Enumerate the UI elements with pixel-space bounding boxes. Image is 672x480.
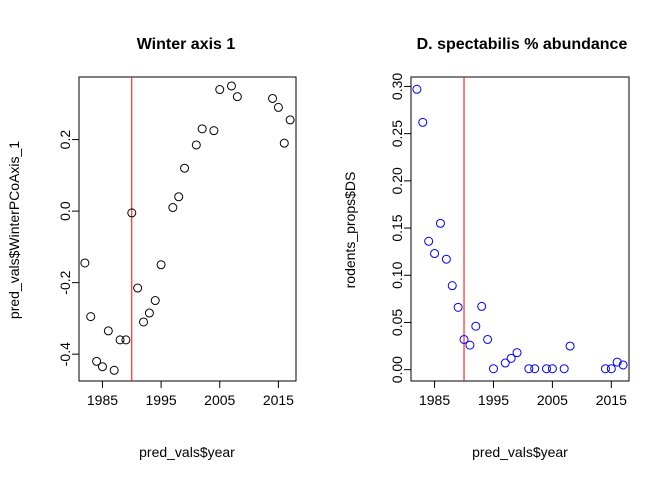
- x-tick-label: 2005: [204, 392, 235, 408]
- data-point: [618, 360, 628, 370]
- data-point: [215, 85, 225, 95]
- data-point: [483, 334, 493, 344]
- data-point: [226, 81, 236, 91]
- data-point: [86, 312, 96, 322]
- x-tick-label: 1995: [478, 392, 509, 408]
- data-point: [488, 364, 498, 374]
- data-point: [459, 334, 469, 344]
- data-point: [180, 163, 190, 173]
- plot-frame: [78, 76, 297, 382]
- y-tick-label: 0.2: [57, 130, 73, 150]
- y-tick-label: -0.4: [57, 342, 73, 366]
- data-point: [547, 364, 557, 374]
- data-point: [465, 340, 475, 350]
- marks-group: 1985 1995 2005 2015 0.00 0.05 0.10 0.15 0.20 0.25…: [389, 73, 628, 408]
- y-axis-label: rodents_props$DS: [342, 172, 358, 289]
- y-tick-label: 0.15: [389, 214, 405, 241]
- data-point: [512, 348, 522, 358]
- data-point: [285, 115, 295, 125]
- data-point: [441, 254, 451, 264]
- data-point: [612, 357, 622, 367]
- x-tick-label: 1985: [87, 392, 118, 408]
- data-point: [139, 317, 149, 327]
- data-point: [209, 126, 219, 136]
- data-point: [524, 364, 534, 374]
- data-point: [103, 326, 113, 336]
- y-tick-label: 0.0: [57, 201, 73, 221]
- data-point: [559, 364, 569, 374]
- y-tick-label: 0.05: [389, 309, 405, 336]
- data-point: [144, 308, 154, 318]
- y-tick-label: 0.25: [389, 120, 405, 147]
- data-point: [92, 356, 102, 366]
- x-axis-label: pred_vals$year: [139, 444, 235, 460]
- data-point: [150, 296, 160, 306]
- data-point: [471, 321, 481, 331]
- data-point: [430, 249, 440, 259]
- data-point: [606, 364, 616, 374]
- data-point: [424, 236, 434, 246]
- chart-title: Winter axis 1: [137, 36, 236, 53]
- y-tick-label: 0.30: [389, 73, 405, 100]
- data-point: [600, 364, 610, 374]
- data-point: [109, 365, 119, 375]
- chart-title: D. spectabilis % abundance: [417, 36, 628, 53]
- data-point: [453, 302, 463, 312]
- y-tick-label: 0.00: [389, 356, 405, 383]
- data-point: [530, 364, 540, 374]
- x-tick-label: 2005: [537, 392, 568, 408]
- data-point: [506, 353, 516, 363]
- data-point: [542, 364, 552, 374]
- data-point: [418, 117, 428, 127]
- y-tick-label: 0.10: [389, 261, 405, 288]
- panel-ds-abundance: D. spectabilis % abundance pred_vals$yea…: [342, 36, 630, 460]
- data-point: [115, 335, 125, 345]
- data-point: [191, 140, 201, 150]
- data-point: [174, 192, 184, 202]
- data-point: [279, 138, 289, 148]
- data-point: [477, 301, 487, 311]
- marks-group: 1985 1995 2005 2015 -0.4 -0.2 0.0 0.2: [57, 77, 295, 408]
- data-point: [268, 93, 278, 103]
- panel-winter-axis-1: Winter axis 1 pred_vals$year pred_vals$W…: [6, 36, 297, 460]
- x-tick-label: 1985: [419, 392, 450, 408]
- y-axis-label: pred_vals$WinterPCoAxis_1: [6, 141, 22, 319]
- data-point: [97, 362, 107, 372]
- data-point: [168, 203, 178, 213]
- data-point: [447, 281, 457, 291]
- data-point: [232, 92, 242, 102]
- x-tick-label: 2015: [263, 392, 294, 408]
- data-point: [121, 335, 131, 345]
- y-tick-label: -0.2: [57, 270, 73, 294]
- y-tick-label: 0.20: [389, 167, 405, 194]
- data-point: [156, 260, 166, 270]
- data-point: [435, 218, 445, 228]
- data-point: [273, 102, 283, 112]
- x-axis-label: pred_vals$year: [472, 444, 568, 460]
- plot-frame: [410, 76, 630, 382]
- data-point: [565, 341, 575, 351]
- data-point: [133, 283, 143, 293]
- x-tick-label: 2015: [596, 392, 627, 408]
- data-point: [412, 84, 422, 94]
- data-point: [500, 358, 510, 368]
- data-point: [80, 258, 90, 268]
- data-point: [127, 208, 137, 218]
- x-tick-label: 1995: [146, 392, 177, 408]
- data-point: [197, 124, 207, 134]
